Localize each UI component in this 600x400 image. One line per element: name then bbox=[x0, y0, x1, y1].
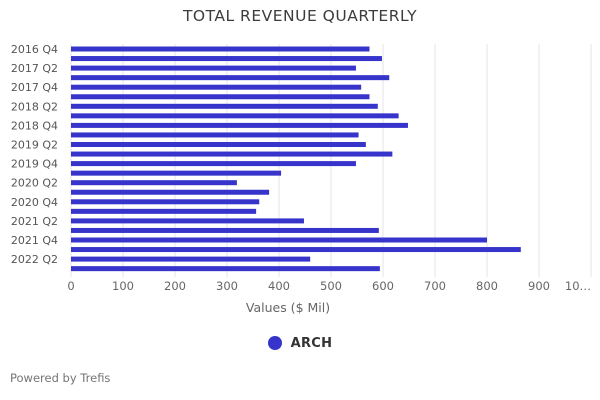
bar bbox=[71, 218, 304, 224]
legend-label: ARCH bbox=[290, 335, 333, 351]
x-tick-label: 900 bbox=[528, 279, 550, 293]
x-axis-title: Values ($ Mil) bbox=[246, 300, 330, 315]
x-tick-label: 0 bbox=[67, 279, 74, 293]
category-label: 2020 Q2 bbox=[11, 177, 58, 190]
bar bbox=[71, 161, 356, 167]
category-label: 2021 Q4 bbox=[11, 234, 58, 247]
powered-by-trefis: Powered by Trefis bbox=[10, 371, 111, 385]
bar bbox=[71, 113, 399, 119]
x-tick-label: 300 bbox=[216, 279, 238, 293]
bar-chart: 0 100 200 300 400 500 600 700 800 900 10… 2016 Q4 20… bbox=[11, 43, 592, 315]
bar bbox=[71, 199, 260, 205]
category-label: 2021 Q2 bbox=[11, 215, 58, 228]
bar bbox=[71, 75, 390, 81]
x-tick-label: 400 bbox=[268, 279, 290, 293]
bar bbox=[71, 122, 408, 128]
category-label: 2017 Q4 bbox=[11, 81, 58, 94]
x-tick-label: 200 bbox=[164, 279, 186, 293]
bar bbox=[71, 65, 356, 71]
x-tick-label: 600 bbox=[372, 279, 394, 293]
bar bbox=[71, 266, 380, 272]
x-tick-label: 10… bbox=[565, 279, 591, 293]
bar bbox=[71, 170, 282, 176]
bar bbox=[71, 103, 378, 109]
x-tick-label: 500 bbox=[320, 279, 342, 293]
x-tick-label: 700 bbox=[424, 279, 446, 293]
bar bbox=[71, 56, 382, 62]
bar bbox=[71, 94, 370, 100]
category-label: 2019 Q2 bbox=[11, 139, 58, 152]
legend-dot-icon bbox=[267, 336, 282, 350]
category-label: 2017 Q2 bbox=[11, 62, 58, 75]
x-tick-label: 100 bbox=[112, 279, 134, 293]
bar bbox=[71, 237, 487, 243]
bar bbox=[71, 189, 270, 195]
legend: ARCH bbox=[0, 333, 600, 353]
bar bbox=[71, 180, 237, 186]
category-label: 2018 Q4 bbox=[11, 119, 58, 132]
category-label: 2019 Q4 bbox=[11, 158, 58, 171]
bar bbox=[71, 227, 379, 233]
category-label: 2020 Q4 bbox=[11, 196, 58, 209]
bar bbox=[71, 142, 366, 147]
bar bbox=[71, 208, 257, 214]
bar bbox=[71, 151, 393, 157]
category-label: 2022 Q2 bbox=[11, 253, 58, 266]
category-label: 2018 Q2 bbox=[11, 100, 58, 113]
bar bbox=[71, 132, 359, 138]
chart-title: TOTAL REVENUE QUARTERLY bbox=[182, 7, 418, 25]
bar bbox=[71, 256, 311, 262]
category-label: 2016 Q4 bbox=[11, 43, 58, 56]
x-tick-label: 800 bbox=[476, 279, 498, 293]
bar bbox=[71, 46, 370, 52]
bar bbox=[71, 247, 521, 253]
bar bbox=[71, 84, 362, 90]
